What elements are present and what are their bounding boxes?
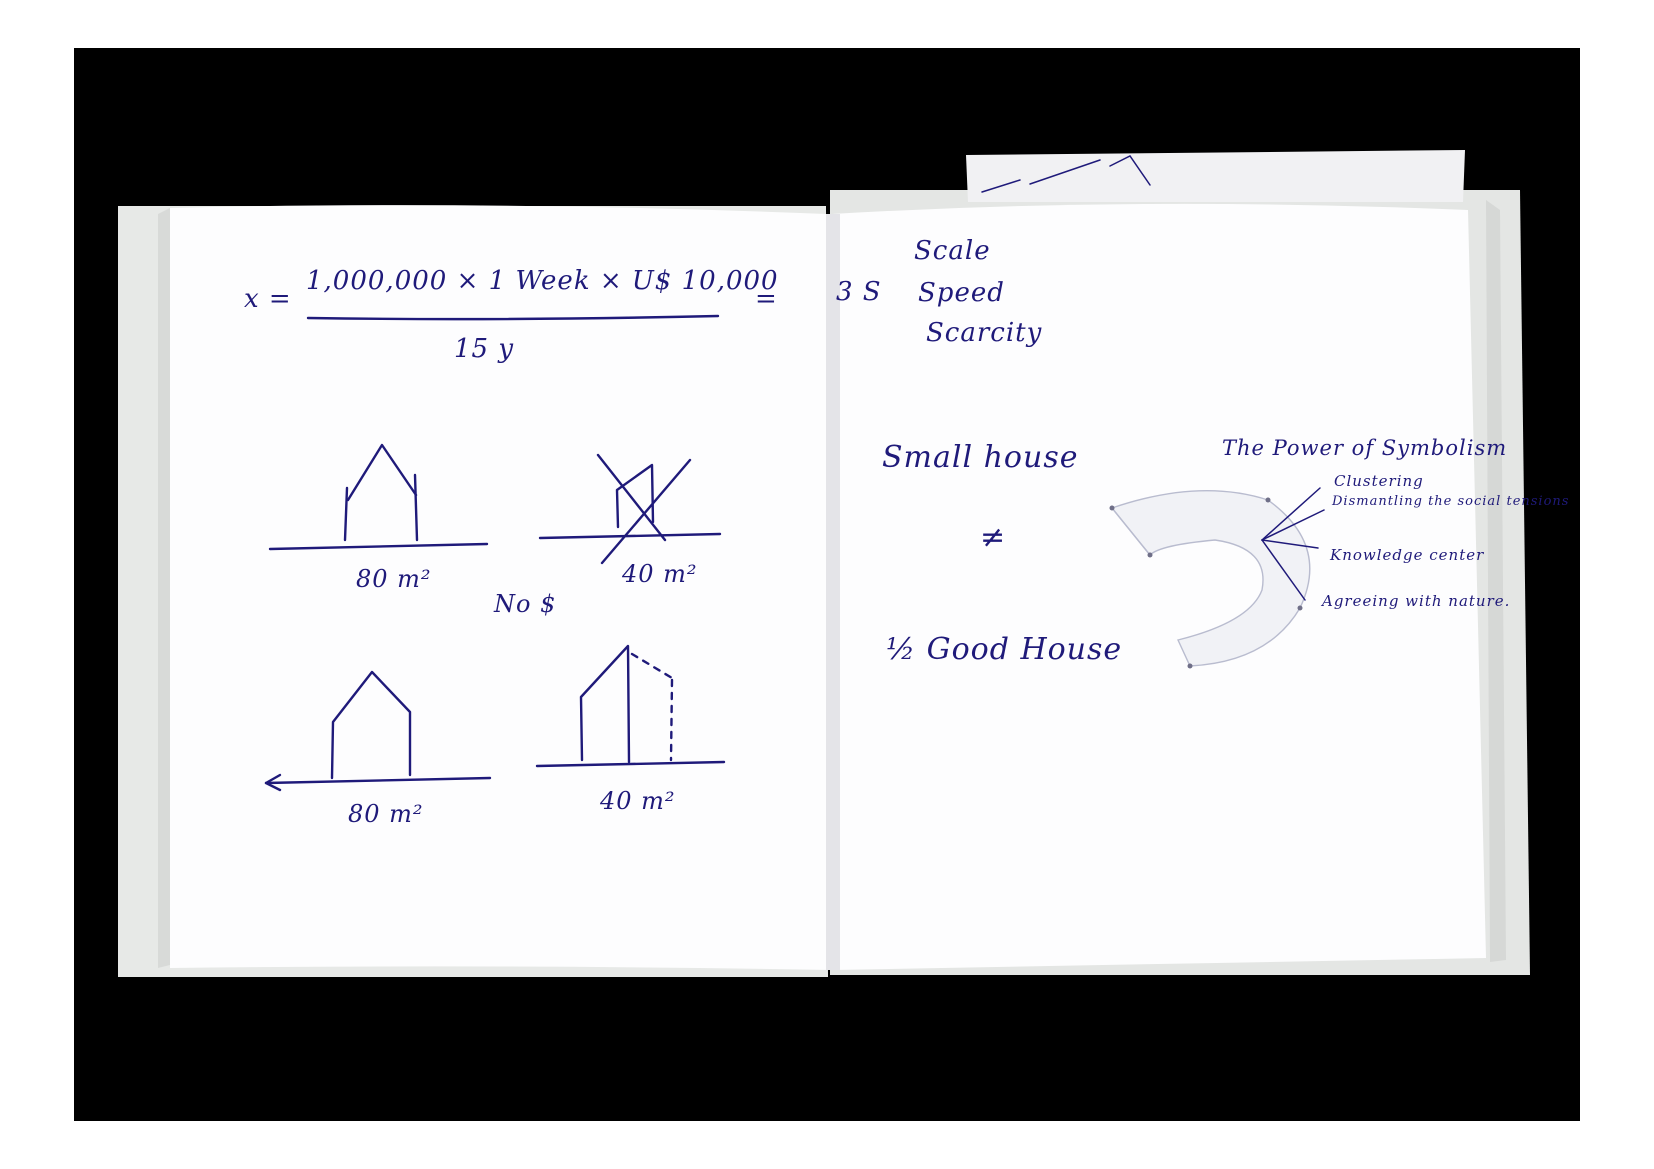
equation-numerator: 1,000,000 × 1 Week × U$ 10,000 — [306, 266, 779, 296]
loose-sheet — [966, 150, 1465, 202]
house-a-sketch — [268, 443, 489, 551]
s-list-speed: Speed — [918, 278, 1005, 308]
loose-sheet-sketch — [981, 155, 1151, 193]
s-list-scale: Scale — [914, 236, 991, 266]
equation-lhs: x = — [244, 284, 292, 314]
annotation-social-tensions: Dismantling the social tensions — [1332, 494, 1570, 509]
annotation-knowledge-center: Knowledge center — [1330, 546, 1485, 564]
left-page — [170, 205, 832, 970]
right-page — [832, 203, 1486, 970]
house-c-sketch — [264, 670, 492, 792]
s-list-scarcity: Scarcity — [926, 318, 1043, 348]
three-s-label: 3 S — [836, 277, 882, 307]
right-page-stack — [1486, 200, 1506, 962]
equation-denominator: 15 y — [454, 334, 515, 364]
house-a-area: 80 m² — [356, 565, 432, 593]
spine-shadow — [826, 214, 840, 970]
annotation-pointers — [1261, 487, 1325, 601]
house-c-area: 80 m² — [348, 800, 424, 828]
house-d-area: 40 m² — [600, 787, 676, 815]
annotation-clustering: Clustering — [1334, 472, 1424, 490]
left-page-stack — [158, 208, 170, 968]
house-d-sketch — [535, 644, 726, 768]
annotation-nature: Agreeing with nature. — [1322, 592, 1511, 610]
not-equal-sign: ≠ — [980, 520, 1007, 555]
small-house-heading: Small house — [882, 440, 1079, 475]
no-money-note: No $ — [494, 590, 557, 618]
horseshoe-sketch — [1109, 490, 1311, 669]
half-good-house-heading: ½ Good House — [886, 632, 1123, 667]
fraction-bar — [306, 314, 720, 321]
house-b-sketch — [538, 453, 722, 565]
equation-equals: = — [755, 284, 778, 314]
annotation-title: The Power of Symbolism — [1222, 436, 1508, 460]
house-b-area: 40 m² — [622, 560, 698, 588]
